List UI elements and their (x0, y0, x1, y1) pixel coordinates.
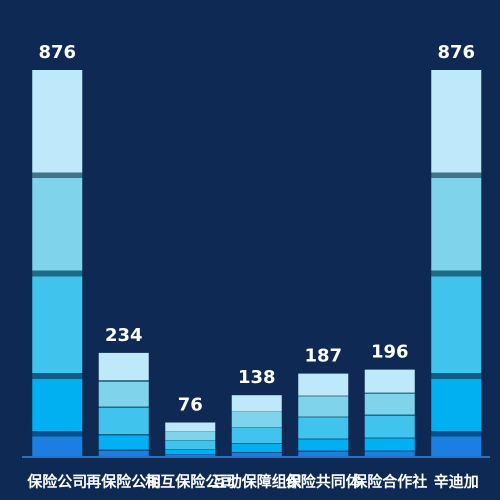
x-tick-label: 保险合作社 (351, 473, 427, 491)
bar (98, 352, 149, 456)
bar (231, 395, 282, 456)
value-label: 76 (178, 395, 203, 416)
value-label: 876 (437, 42, 475, 63)
x-tick-label: 互动保障组织 (212, 473, 302, 491)
value-label: 876 (38, 42, 76, 63)
x-tick-label: 相互保险公司 (145, 473, 235, 491)
value-label: 187 (304, 346, 342, 367)
bar (165, 422, 216, 456)
value-label: 138 (238, 367, 276, 388)
bar (364, 369, 415, 456)
x-tick-label: 再保险公司 (86, 473, 161, 491)
x-tick-label: 保险公司 (26, 473, 87, 491)
bar (431, 70, 482, 456)
bar (298, 373, 349, 456)
value-label: 196 (371, 342, 409, 363)
value-label: 234 (105, 325, 143, 346)
x-tick-label: 辛迪加 (434, 473, 479, 491)
bar (32, 70, 83, 456)
x-tick-label: 保险共同体 (285, 473, 362, 491)
